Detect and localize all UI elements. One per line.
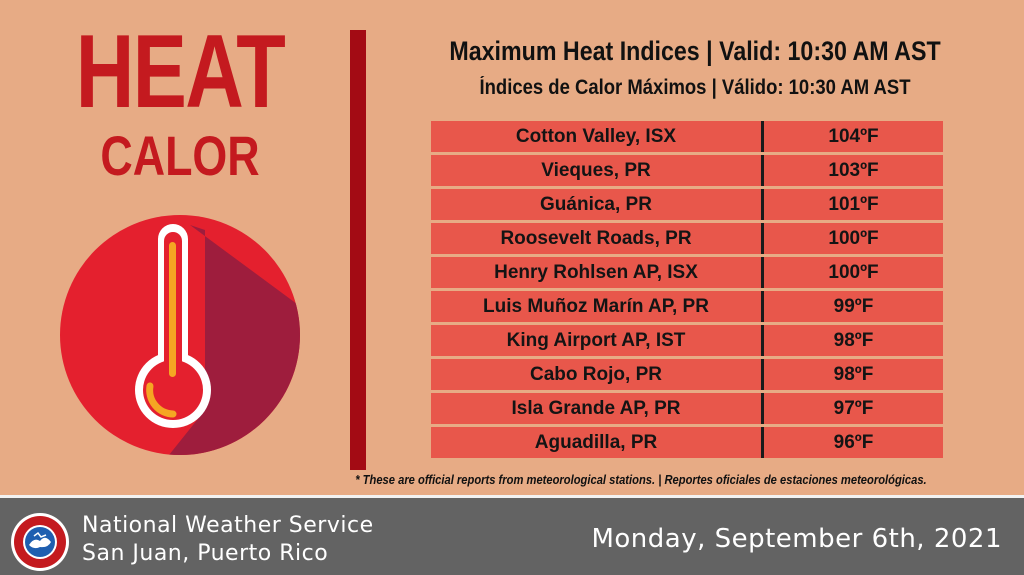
location-cell: Vieques, PR	[431, 155, 764, 186]
table-row: Cotton Valley, ISX 104ºF	[431, 121, 943, 152]
table-row: King Airport AP, IST 98ºF	[431, 325, 943, 356]
table-row: Roosevelt Roads, PR 100ºF	[431, 223, 943, 254]
issue-date: Monday, September 6th, 2021	[591, 524, 1002, 554]
table-row: Aguadilla, PR 96ºF	[431, 427, 943, 458]
heat-index-cell: 98ºF	[833, 364, 874, 385]
table-row: Guánica, PR 101ºF	[431, 189, 943, 220]
page-title: Maximum Heat Indices | Valid: 10:30 AM A…	[449, 36, 941, 66]
vertical-divider	[350, 30, 366, 470]
thermometer-icon	[60, 215, 300, 455]
location-cell: Guánica, PR	[431, 189, 764, 220]
nws-logo-icon	[11, 513, 69, 571]
footer-bar: National Weather Service San Juan, Puert…	[0, 495, 1024, 575]
table-row: Cabo Rojo, PR 98ºF	[431, 359, 943, 390]
footnote: * These are official reports from meteor…	[355, 472, 927, 487]
location-cell: Isla Grande AP, PR	[431, 393, 764, 424]
heat-index-cell: 100ºF	[828, 262, 879, 283]
location-cell: Cabo Rojo, PR	[431, 359, 764, 390]
heading-calor: CALOR	[100, 124, 260, 187]
heat-branding-panel: HEAT CALOR	[0, 0, 350, 495]
heat-index-cell: 96ºF	[833, 432, 874, 453]
location-cell: Roosevelt Roads, PR	[431, 223, 764, 254]
location-cell: King Airport AP, IST	[431, 325, 764, 356]
heat-index-cell: 104ºF	[828, 126, 879, 147]
heat-index-table: Cotton Valley, ISX 104ºF Vieques, PR 103…	[431, 121, 943, 461]
location-cell: Henry Rohlsen AP, ISX	[431, 257, 764, 288]
page-subtitle: Índices de Calor Máximos | Válido: 10:30…	[479, 76, 911, 99]
table-row: Luis Muñoz Marín AP, PR 99ºF	[431, 291, 943, 322]
location-cell: Luis Muñoz Marín AP, PR	[431, 291, 764, 322]
heat-index-cell: 100ºF	[828, 228, 879, 249]
location-cell: Aguadilla, PR	[431, 427, 764, 458]
table-row: Isla Grande AP, PR 97ºF	[431, 393, 943, 424]
location-cell: Cotton Valley, ISX	[431, 121, 764, 152]
heading-heat: HEAT	[75, 14, 286, 130]
org-name: National Weather Service	[82, 513, 374, 538]
heat-index-cell: 97ºF	[833, 398, 874, 419]
heat-index-cell: 103ºF	[828, 160, 879, 181]
heat-index-cell: 101ºF	[828, 194, 879, 215]
heat-index-cell: 99ºF	[833, 296, 874, 317]
heat-index-cell: 98ºF	[833, 330, 874, 351]
table-row: Henry Rohlsen AP, ISX 100ºF	[431, 257, 943, 288]
org-location: San Juan, Puerto Rico	[82, 541, 329, 566]
table-row: Vieques, PR 103ºF	[431, 155, 943, 186]
